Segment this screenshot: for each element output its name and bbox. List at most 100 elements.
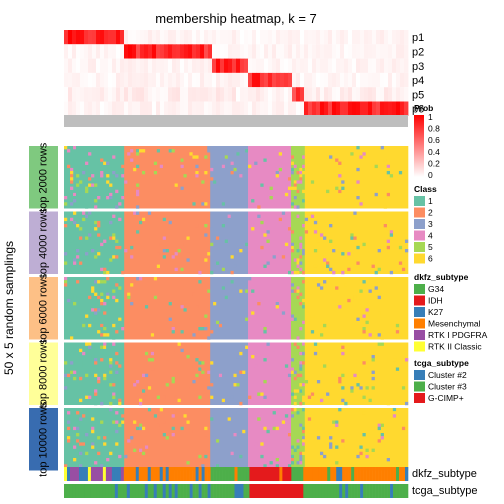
legend-label: G34: [428, 284, 444, 294]
legend-item: G34: [414, 284, 444, 294]
legend-title: Class: [414, 184, 437, 194]
sampling-block: [64, 211, 409, 275]
legend-label: K27: [428, 307, 443, 317]
membership-row-label: p2: [412, 46, 424, 58]
legend-item: Cluster #2: [414, 370, 467, 380]
y-axis-label: 50 x 5 random samplings: [2, 241, 16, 375]
legend-label: 3: [428, 219, 433, 229]
bottom-annotation-labels: dkfz_subtype tcga_subtype: [412, 468, 477, 497]
legend-item: 5: [414, 242, 433, 252]
sampling-group-label: top 6000 rows: [37, 273, 49, 343]
legend-label: Mesenchymal: [428, 319, 481, 329]
membership-row-label: p5: [412, 89, 424, 101]
legend-title: Prob: [414, 103, 433, 113]
membership-row-label: p4: [412, 75, 424, 87]
legend-swatch: [414, 330, 425, 340]
sampling-group: top 8000 rows: [29, 339, 58, 409]
legend-item: 4: [414, 230, 433, 241]
legend-item: 6: [414, 253, 433, 264]
membership-row-p1: [64, 30, 409, 45]
legend-swatch: [414, 307, 425, 317]
annotation-label: tcga_subtype: [412, 485, 477, 497]
sampling-group-label: top 4000 rows: [37, 208, 49, 278]
sampling-group-label: top 2000 rows: [37, 142, 49, 212]
legend-swatch: [414, 253, 425, 264]
membership-row-p6: [64, 101, 409, 116]
prob-tick-label: 0.6: [428, 135, 440, 145]
sampling-group: top 10000 rows: [29, 401, 58, 477]
membership-row-label: p3: [412, 61, 424, 73]
legend-swatch: [414, 207, 425, 218]
legend-swatch: [414, 196, 425, 206]
legend-label: RTK II Classic: [428, 342, 482, 352]
sampling-group: top 2000 rows: [29, 142, 58, 212]
legend-item: RTK I PDGFRA: [414, 330, 488, 340]
legend-swatch: [414, 219, 425, 229]
sampling-block: [64, 146, 409, 209]
sampling-block: [64, 408, 409, 471]
legend-label: RTK I PDGFRA: [428, 330, 488, 340]
membership-row-p3: [64, 58, 409, 73]
legend-swatch: [414, 284, 425, 294]
membership-row-p4: [64, 72, 409, 88]
class-block: [248, 342, 292, 405]
bottom-annotation-bars: [64, 467, 409, 498]
prob-tick-label: 1: [428, 112, 433, 122]
class-block: [210, 277, 249, 340]
sampling-group-strip: [29, 408, 58, 471]
legend-label: 4: [428, 231, 433, 241]
legend-item: IDH: [414, 295, 443, 306]
prob-gradient-bar: [414, 115, 424, 177]
legend-swatch: [414, 370, 425, 380]
sampling-group-label: top 8000 rows: [37, 339, 49, 409]
sampling-group-strip: [29, 211, 58, 274]
membership-probability-rows: [64, 30, 409, 116]
sampling-block: [64, 277, 409, 340]
legend-item: G-CIMP+: [414, 393, 464, 403]
legend-label: 2: [428, 208, 433, 218]
sampling-group: top 4000 rows: [29, 208, 58, 278]
legend-label: Cluster #3: [428, 382, 467, 392]
class-block: [210, 211, 249, 274]
legend: Prob10.80.60.40.20Class123456dkfz_subtyp…: [414, 103, 488, 403]
class-bar-missing: [64, 115, 408, 127]
legend-label: IDH: [428, 296, 443, 306]
legend-label: Cluster #2: [428, 370, 467, 380]
class-block: [210, 146, 249, 209]
legend-swatch: [414, 393, 425, 403]
sampling-group: top 6000 rows: [29, 273, 58, 343]
legend-swatch: [414, 295, 425, 306]
legend-label: 5: [428, 242, 433, 252]
legend-swatch: [414, 242, 425, 252]
sampling-group-strip: [29, 277, 58, 340]
prob-tick-label: 0.8: [428, 124, 440, 134]
legend-item: 2: [414, 207, 433, 218]
legend-item: Cluster #3: [414, 381, 467, 392]
class-block: [248, 408, 292, 471]
class-block: [210, 408, 249, 471]
legend-label: 6: [428, 254, 433, 264]
class-block: [248, 277, 292, 340]
class-block: [304, 277, 409, 340]
annotation-label: dkfz_subtype: [412, 468, 477, 480]
prob-tick-label: 0.2: [428, 158, 440, 168]
legend-item: 1: [414, 196, 433, 206]
legend-swatch: [414, 318, 425, 329]
class-annotation-bar: [64, 115, 408, 127]
sampling-group-strip: [29, 342, 58, 405]
legend-swatch: [414, 341, 425, 352]
sampling-block: [64, 342, 409, 406]
membership-row-label: p6: [412, 104, 424, 116]
class-block: [304, 408, 409, 471]
legend-title: tcga_subtype: [414, 358, 469, 368]
sampling-group-label: top 10000 rows: [37, 401, 49, 477]
sampling-group-strip: [29, 146, 58, 209]
legend-swatch: [414, 381, 425, 392]
legend-tcga-subtype: tcga_subtype Cluster #2 Cluster #3G-CIMP+: [414, 358, 469, 403]
sampling-class-blocks: [64, 146, 409, 471]
legend-item: K27: [414, 307, 443, 317]
